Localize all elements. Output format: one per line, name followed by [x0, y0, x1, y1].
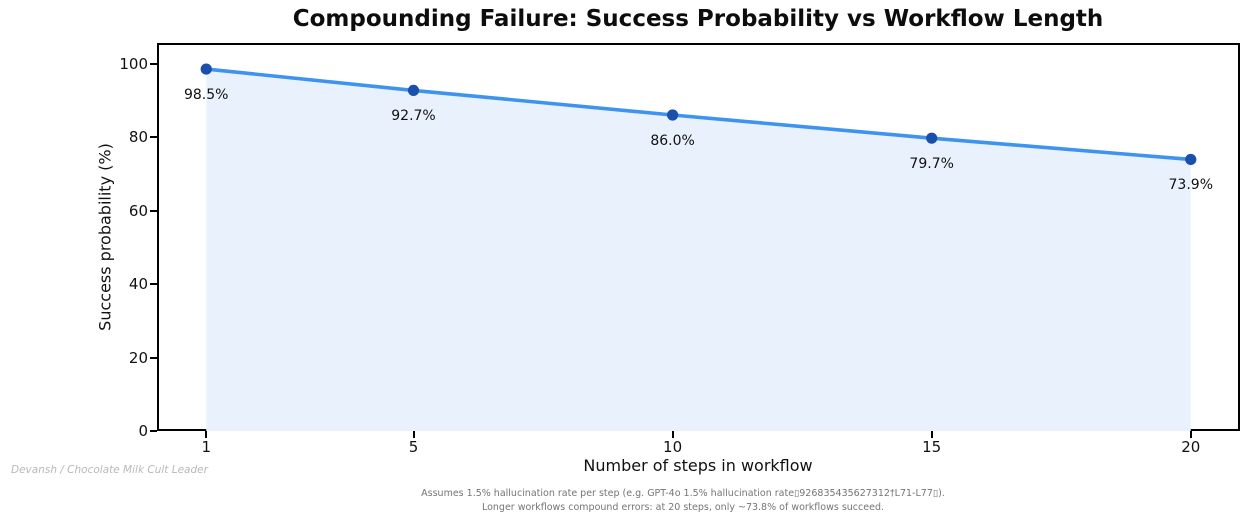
x-axis-tick-label: 20 — [1181, 438, 1201, 456]
y-axis-tick-mark — [150, 62, 157, 65]
y-axis-tick-mark — [150, 136, 157, 139]
x-axis-tick-mark — [1189, 431, 1192, 438]
watermark-credit: Devansh / Chocolate Milk Cult Leader — [11, 464, 208, 476]
y-axis-tick-label: 20 — [128, 348, 148, 367]
data-point-label: 98.5% — [183, 87, 229, 104]
y-axis-tick-mark — [150, 356, 157, 359]
footnote-line-2: Longer workflows compound errors: at 20 … — [481, 502, 885, 513]
x-axis-tick-mark — [412, 431, 415, 438]
data-point-marker — [666, 109, 679, 121]
y-axis-tick-label: 40 — [128, 275, 148, 294]
data-point-label: 73.9% — [1168, 177, 1214, 194]
x-axis-tick-mark — [205, 431, 208, 438]
chart-title: Compounding Failure: Success Probability… — [292, 6, 1104, 32]
data-point-label: 79.7% — [909, 156, 954, 173]
x-axis-tick-label: 5 — [408, 438, 419, 456]
x-axis-tick-label: 15 — [922, 438, 942, 456]
y-axis-tick-label: 0 — [138, 422, 148, 440]
y-axis-label: Success probability (%) — [95, 143, 115, 331]
area-fill — [206, 69, 1191, 431]
y-axis-tick-label: 100 — [119, 54, 148, 73]
x-axis-tick-mark — [930, 431, 933, 438]
data-point-label: 86.0% — [650, 133, 695, 149]
data-point-marker — [926, 132, 938, 144]
footnote-line-1: Assumes 1.5% hallucination rate per step… — [421, 488, 945, 499]
x-axis-tick-label: 10 — [663, 438, 683, 456]
y-axis-tick-mark — [150, 283, 157, 286]
y-axis-tick-mark — [150, 209, 157, 212]
data-point-marker — [200, 63, 212, 75]
x-axis-tick-mark — [671, 431, 674, 438]
y-axis-tick-label: 60 — [128, 201, 148, 220]
x-axis-tick-label: 1 — [201, 438, 211, 456]
y-axis-tick-mark — [150, 430, 157, 432]
footnote: Assumes 1.5% hallucination rate per step… — [421, 487, 945, 515]
y-axis-tick-label: 80 — [128, 128, 148, 147]
data-point-marker — [1185, 153, 1197, 166]
data-point-marker — [407, 84, 420, 96]
data-point-label: 92.7% — [391, 108, 436, 125]
x-axis-label: Number of steps in workflow — [583, 456, 813, 475]
line-chart-canvas — [200, 63, 1197, 431]
